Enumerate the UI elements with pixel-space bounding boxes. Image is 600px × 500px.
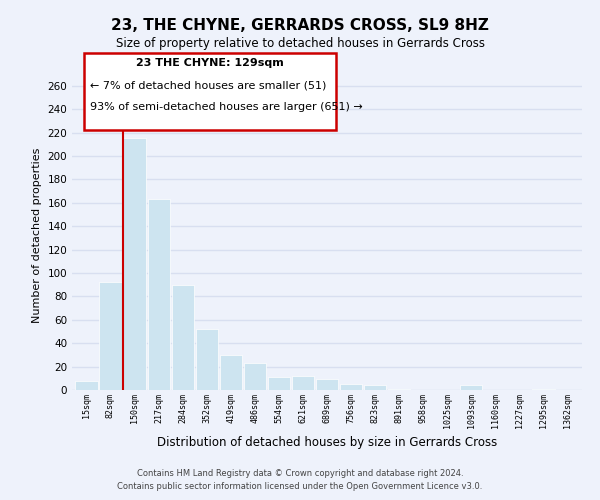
Bar (220, 355, 242, 390)
Bar (268, 377, 290, 390)
Text: Contains HM Land Registry data © Crown copyright and database right 2024.: Contains HM Land Registry data © Crown c… (137, 468, 463, 477)
X-axis label: Distribution of detached houses by size in Gerrards Cross: Distribution of detached houses by size … (157, 436, 497, 449)
Bar (364, 386, 386, 390)
Bar (244, 363, 266, 390)
Text: Contains public sector information licensed under the Open Government Licence v3: Contains public sector information licen… (118, 482, 482, 491)
Text: Size of property relative to detached houses in Gerrards Cross: Size of property relative to detached ho… (115, 38, 485, 51)
Bar (292, 376, 314, 390)
Bar (532, 389, 554, 390)
Bar (340, 384, 362, 390)
Text: 23 THE CHYNE: 129sqm: 23 THE CHYNE: 129sqm (136, 58, 284, 68)
Bar (148, 200, 170, 390)
Text: 23, THE CHYNE, GERRARDS CROSS, SL9 8HZ: 23, THE CHYNE, GERRARDS CROSS, SL9 8HZ (111, 18, 489, 32)
Bar (124, 138, 146, 390)
Text: 93% of semi-detached houses are larger (651) →: 93% of semi-detached houses are larger (… (90, 102, 363, 113)
Text: ← 7% of detached houses are smaller (51): ← 7% of detached houses are smaller (51) (90, 80, 326, 90)
Bar (388, 389, 410, 390)
Bar (172, 284, 194, 390)
Bar (196, 329, 218, 390)
Y-axis label: Number of detached properties: Number of detached properties (32, 148, 42, 322)
Bar (100, 282, 122, 390)
Bar (460, 386, 482, 390)
Bar (76, 380, 98, 390)
Bar (316, 380, 338, 390)
